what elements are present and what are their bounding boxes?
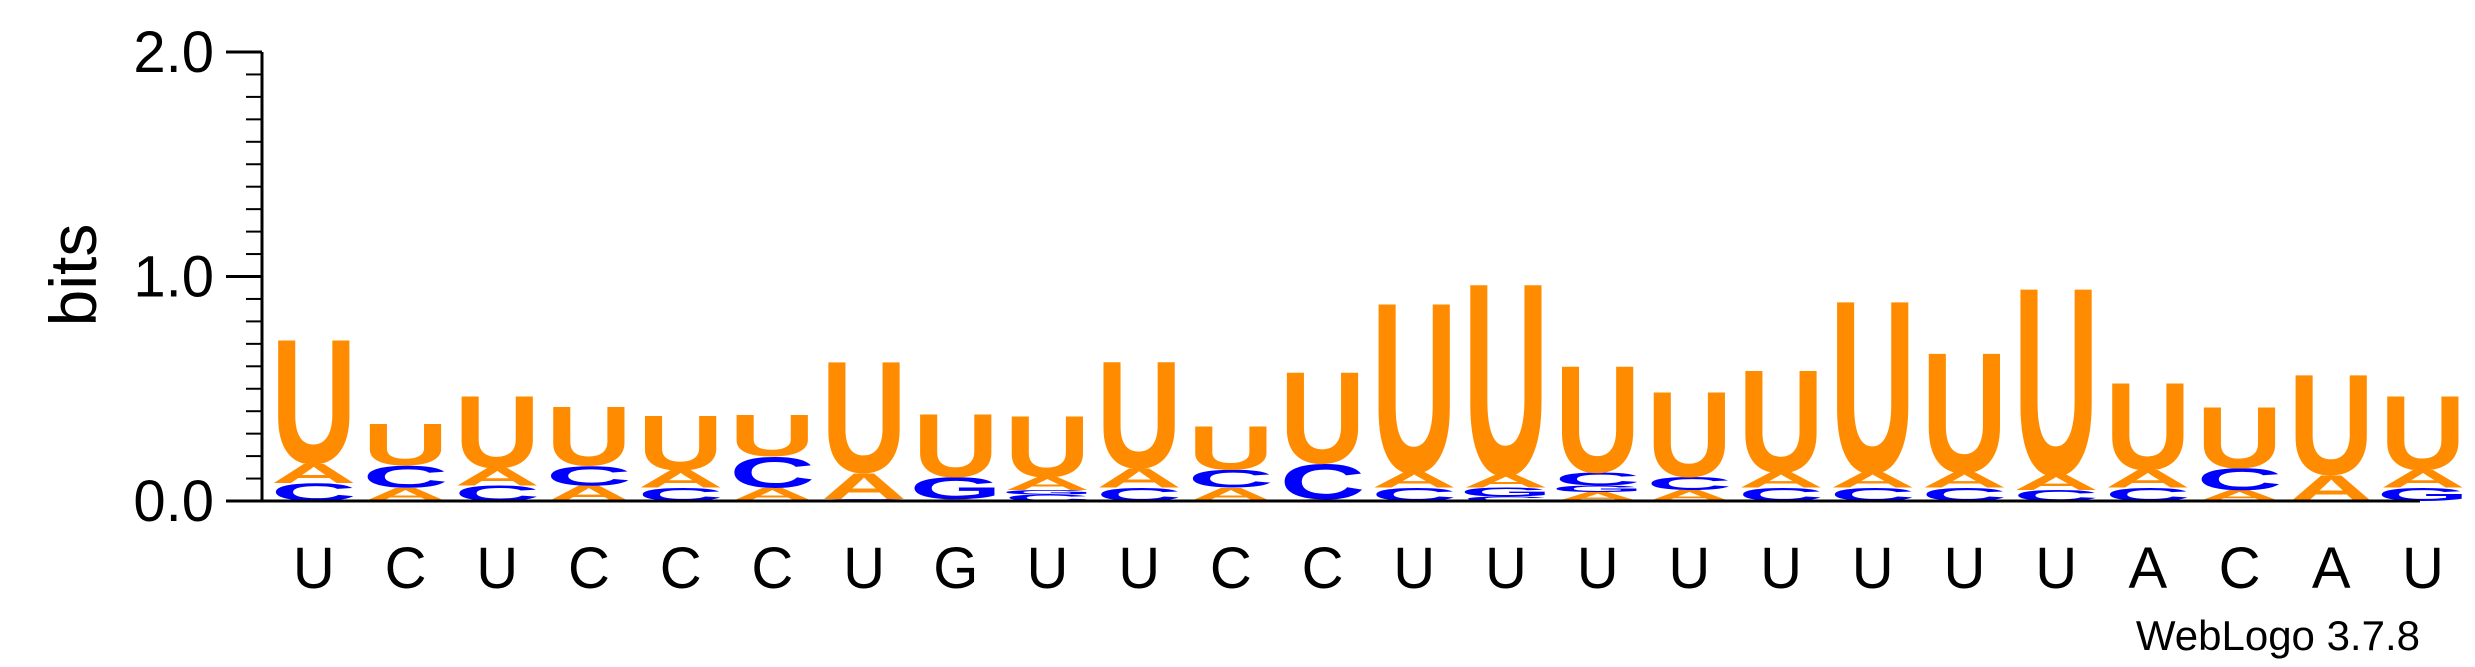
logo-letter-g: G (1460, 485, 1552, 499)
logo-letter-u: U (821, 328, 907, 506)
logo-letter-a: A (2105, 465, 2191, 493)
logo-letter-u: U (2013, 231, 2099, 531)
x-tick-label: U (1668, 536, 1710, 601)
logo-letter-u: U (1096, 329, 1182, 500)
logo-letter-c: C (546, 460, 632, 491)
logo-letter-c: C (2197, 462, 2283, 497)
logo-letter-u: U (1922, 318, 2008, 509)
x-tick-label: U (1027, 536, 1069, 601)
y-tick-label: 1.0 (133, 245, 214, 310)
logo-letter-u: U (1555, 333, 1641, 504)
x-tick-label: C (1210, 536, 1252, 601)
x-tick-label: U (1577, 536, 1619, 601)
logo-letter-u: U (730, 402, 816, 468)
x-tick-label: U (1760, 536, 1802, 601)
x-tick-label: U (843, 536, 885, 601)
logo-letter-u: U (1647, 367, 1733, 503)
logo-letter-u: U (2288, 344, 2374, 504)
x-tick-label: A (2129, 536, 2168, 601)
logo-letter-a: A (1830, 468, 1916, 492)
x-tick-label: C (385, 536, 427, 601)
logo-letter-u: U (2105, 357, 2191, 496)
logo-letter-a: A (2380, 465, 2466, 493)
x-tick-label: U (1393, 536, 1435, 601)
y-tick-label: 0.0 (133, 469, 214, 534)
y-ticks: 0.0 1.0 2.0 (133, 20, 262, 534)
x-tick-label: U (1118, 536, 1160, 601)
x-tick-label: U (476, 536, 518, 601)
logo-letter-u: U (1188, 414, 1274, 484)
x-tick-label: C (1302, 536, 1344, 601)
x-tick-label: C (2219, 536, 2261, 601)
logo-letter-u: U (913, 396, 999, 496)
logo-letter-u: U (546, 389, 632, 483)
logo-letter-c: C (1463, 495, 1549, 502)
x-tick-label: G (933, 536, 978, 601)
logo-letter-u: U (1005, 398, 1091, 495)
logo-letter-a: A (1005, 473, 1091, 494)
x-tick-label: U (1944, 536, 1986, 601)
y-axis-label: bits (36, 224, 110, 327)
logo-letter-a: A (638, 465, 724, 493)
weblogo-version: WebLogo 3.7.8 (2136, 612, 2420, 659)
x-tick-label: C (751, 536, 793, 601)
logo-letter-c: C (1005, 493, 1091, 503)
letter-stacks: CAUACUCAUACUCAUACUCAUAGUCGAUCAUACUACUCAU… (271, 226, 2469, 532)
logo-letter-u: U (1738, 340, 1824, 504)
logo-letter-a: A (1922, 468, 2008, 492)
logo-letter-c: C (1555, 468, 1641, 489)
logo-letter-u: U (1280, 345, 1366, 491)
logo-letter-u: U (2380, 373, 2466, 492)
logo-letter-u: U (271, 303, 357, 502)
logo-letter-a: A (1096, 462, 1182, 493)
x-tick-label: A (2312, 536, 2351, 601)
logo-letter-c: C (730, 448, 816, 497)
logo-letter-u: U (1830, 249, 1916, 524)
logo-letter-c: C (1188, 465, 1274, 493)
x-tick-label: U (1852, 536, 1894, 601)
x-tick-label: U (2035, 536, 2077, 601)
logo-letter-a: A (1738, 468, 1824, 492)
logo-letter-u: U (363, 411, 449, 477)
axes: 0.0 1.0 2.0 (133, 20, 2420, 534)
logo-letter-a: A (271, 458, 357, 489)
logo-letter-a: A (454, 463, 540, 491)
logo-letter-c: C (1647, 473, 1733, 494)
logo-letter-u: U (454, 375, 540, 490)
logo-letter-a: A (2013, 470, 2099, 494)
x-tick-label: U (2402, 536, 2444, 601)
logo-letter-u: U (638, 400, 724, 487)
x-tick-label: C (660, 536, 702, 601)
x-tick-label: U (293, 536, 335, 601)
logo-letter-a: A (1371, 468, 1457, 492)
logo-letter-c: C (363, 460, 449, 495)
logo-letter-u: U (2197, 389, 2283, 486)
logo-letter-g: G (1552, 484, 1644, 494)
logo-letter-u: U (1371, 252, 1457, 524)
x-tick-label: C (568, 536, 610, 601)
y-tick-label: 2.0 (133, 20, 214, 85)
logo-letter-a: A (1463, 471, 1549, 492)
x-tick-label: U (1485, 536, 1527, 601)
logo-letter-u: U (1463, 226, 1549, 532)
logo-letter-g: G (1001, 489, 1093, 496)
